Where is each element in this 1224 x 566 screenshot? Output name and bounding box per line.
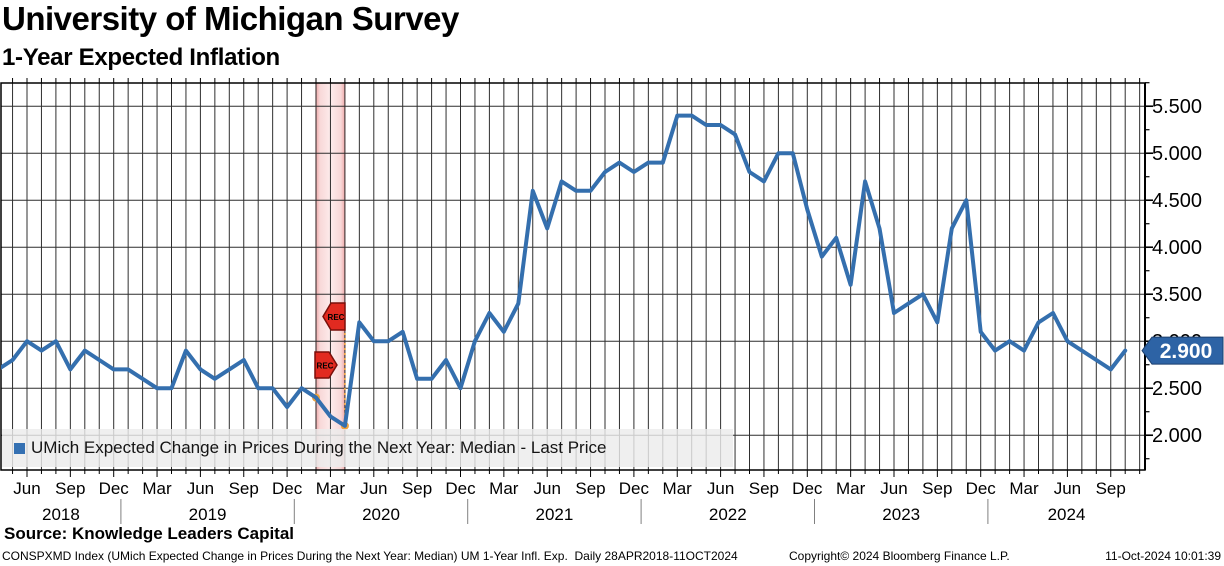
rec-marker-start: REC — [322, 302, 346, 331]
svg-text:2019: 2019 — [189, 505, 227, 524]
svg-text:Jun: Jun — [187, 479, 214, 498]
x-axis-labels: Jun Sep Dec Mar Jun Sep Dec Mar Jun Sep Dec Mar Jun S… — [13, 479, 1126, 498]
svg-text:Jun: Jun — [13, 479, 40, 498]
svg-text:Jun: Jun — [360, 479, 387, 498]
chart-plot[interactable]: RECREC2.0002.5003.0003.5004.0004.5005.00… — [0, 0, 1224, 526]
svg-text:5.500: 5.500 — [1152, 96, 1202, 118]
svg-text:2018: 2018 — [42, 505, 80, 524]
svg-text:Mar: Mar — [142, 479, 172, 498]
svg-text:Sep: Sep — [1096, 479, 1126, 498]
last-price-badge: 2.900 — [1141, 336, 1224, 365]
page-title: University of Michigan Survey — [2, 0, 459, 37]
svg-text:2023: 2023 — [882, 505, 920, 524]
svg-text:Jun: Jun — [533, 479, 560, 498]
ticker-info-line: CONSPXMD Index (UMich Expected Change in… — [0, 549, 1224, 566]
svg-text:REC: REC — [328, 313, 345, 322]
svg-text:Dec: Dec — [619, 479, 650, 498]
svg-text:Jun: Jun — [707, 479, 734, 498]
svg-text:2020: 2020 — [362, 505, 400, 524]
svg-text:Jun: Jun — [1054, 479, 1081, 498]
legend-swatch-icon — [14, 442, 25, 454]
svg-text:4.000: 4.000 — [1152, 237, 1202, 259]
svg-text:2024: 2024 — [1048, 505, 1086, 524]
svg-text:Mar: Mar — [836, 479, 866, 498]
data-line — [1, 113, 1128, 428]
svg-text:Sep: Sep — [749, 479, 779, 498]
svg-text:2021: 2021 — [535, 505, 573, 524]
svg-text:Mar: Mar — [489, 479, 519, 498]
timestamp: 11-Oct-2024 10:01:39 — [1105, 549, 1221, 563]
svg-text:2022: 2022 — [709, 505, 747, 524]
rec-marker-end: REC — [314, 351, 338, 379]
svg-text:Sep: Sep — [229, 479, 259, 498]
svg-text:4.500: 4.500 — [1152, 190, 1202, 212]
svg-text:REC: REC — [317, 362, 334, 371]
svg-text:2.000: 2.000 — [1152, 425, 1202, 447]
svg-text:Mar: Mar — [663, 479, 693, 498]
svg-text:2.900: 2.900 — [1160, 340, 1213, 363]
ticker-description: CONSPXMD Index (UMich Expected Change in… — [2, 549, 738, 563]
svg-text:Dec: Dec — [445, 479, 476, 498]
svg-text:Jun: Jun — [880, 479, 907, 498]
svg-text:2.500: 2.500 — [1152, 378, 1202, 400]
chart-subtitle: 1-Year Expected Inflation — [2, 44, 280, 71]
grid-lines — [0, 78, 1153, 477]
svg-text:3.500: 3.500 — [1152, 284, 1202, 306]
legend-label: UMich Expected Change in Prices During t… — [31, 438, 607, 457]
svg-text:Mar: Mar — [316, 479, 346, 498]
svg-text:Dec: Dec — [272, 479, 303, 498]
source-line: Source: Knowledge Leaders Capital — [4, 524, 295, 543]
copyright-text: Copyright© 2024 Bloomberg Finance L.P. — [789, 549, 1010, 563]
svg-text:Sep: Sep — [922, 479, 952, 498]
svg-text:Sep: Sep — [575, 479, 605, 498]
svg-text:Dec: Dec — [966, 479, 997, 498]
svg-text:Sep: Sep — [402, 479, 432, 498]
year-labels: 2018 2019 2020 2021 2022 2023 2024 — [42, 499, 1085, 524]
svg-text:Mar: Mar — [1009, 479, 1039, 498]
svg-text:5.000: 5.000 — [1152, 143, 1202, 165]
svg-text:Dec: Dec — [792, 479, 823, 498]
svg-text:Dec: Dec — [99, 479, 130, 498]
svg-text:Sep: Sep — [55, 479, 85, 498]
chart-legend: UMich Expected Change in Prices During t… — [2, 429, 733, 467]
